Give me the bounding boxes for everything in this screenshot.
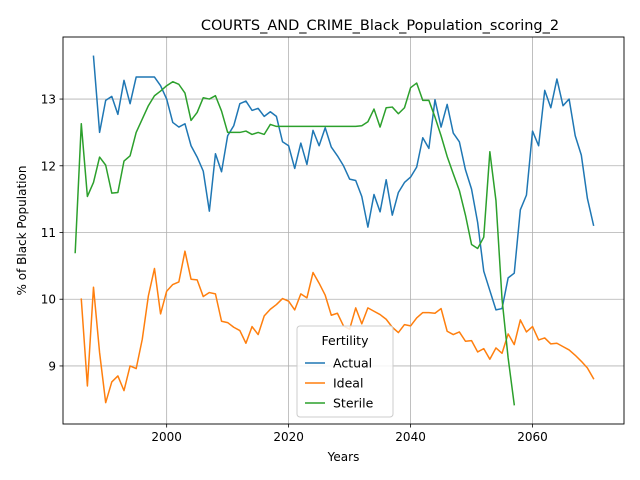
legend-label-actual: Actual [333,356,372,371]
y-tick-label: 13 [41,93,56,107]
legend-entries: Actual Ideal Sterile [305,356,374,411]
y-tick-label: 9 [48,359,56,373]
legend: Fertility Actual Ideal Sterile [296,325,394,418]
series-lines [74,55,595,406]
plot-frame [62,36,625,425]
y-axis-label: % of Black Population [15,166,29,296]
axis-ticks: 2000 2020 2040 2060 9 10 11 12 13 [41,93,548,444]
legend-title: Fertility [322,333,370,348]
x-tick-label: 2020 [273,430,304,444]
series-line-ideal [80,250,595,404]
y-tick-label: 11 [41,226,56,240]
legend-label-ideal: Ideal [333,376,363,391]
legend-label-sterile: Sterile [333,396,374,411]
grid [63,37,624,424]
x-tick-label: 2000 [151,430,182,444]
x-axis-label: Years [327,450,360,464]
x-tick-label: 2060 [517,430,548,444]
x-tick-label: 2040 [395,430,426,444]
series-line-sterile [74,80,516,406]
series-line-actual [92,55,595,311]
chart-title: COURTS_AND_CRIME_Black_Population_scorin… [201,18,559,34]
y-tick-label: 10 [41,293,56,307]
legend-box [296,325,394,418]
y-tick-label: 12 [41,159,56,173]
